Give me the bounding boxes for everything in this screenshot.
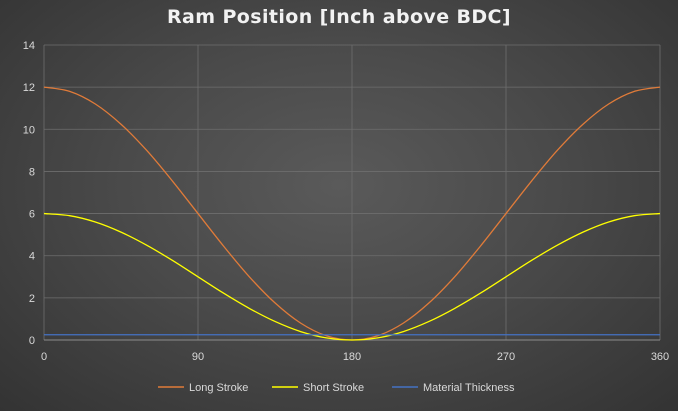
chart-title: Ram Position [Inch above BDC] xyxy=(167,6,511,28)
y-tick-label: 2 xyxy=(29,293,35,305)
x-tick-label: 90 xyxy=(192,351,204,363)
y-tick-label: 12 xyxy=(23,82,35,94)
x-tick-label: 180 xyxy=(343,351,361,363)
legend-label-long-stroke: Long Stroke xyxy=(189,382,248,394)
x-tick-label: 0 xyxy=(41,351,47,363)
y-tick-label: 0 xyxy=(29,335,35,347)
x-tick-label: 360 xyxy=(651,351,669,363)
x-tick-label: 270 xyxy=(497,351,515,363)
y-tick-label: 8 xyxy=(29,166,35,178)
series-line-short-stroke xyxy=(43,212,661,341)
legend-label-material-thickness: Material Thickness xyxy=(423,382,515,394)
y-tick-label: 6 xyxy=(29,209,35,221)
y-tick-label: 14 xyxy=(23,40,35,52)
y-tick-label: 10 xyxy=(23,124,35,136)
y-tick-label: 4 xyxy=(29,251,35,263)
legend-label-short-stroke: Short Stroke xyxy=(303,382,364,394)
